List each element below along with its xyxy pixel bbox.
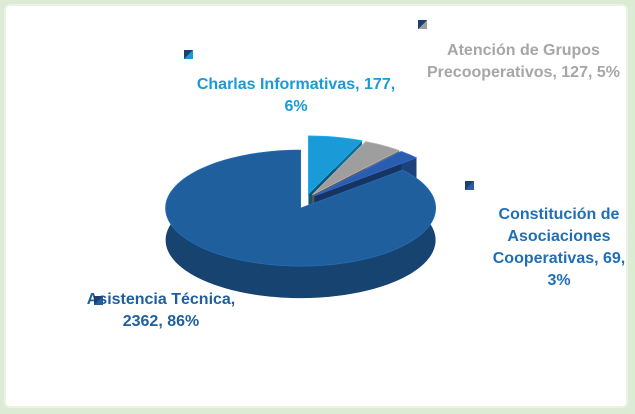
chart-area: Charlas Informativas, 177, 6% Atención de…	[6, 6, 626, 406]
data-label: Asistencia Técnica, 2362, 86%	[86, 291, 236, 330]
chart	[165, 135, 436, 299]
slice	[308, 135, 363, 195]
data-label: Atención de Grupos Precooperativos, 127,…	[427, 42, 620, 81]
legend-key	[94, 296, 103, 305]
data-label: Constitución de Asociaciones Cooperativa…	[492, 206, 626, 289]
slice	[165, 149, 436, 267]
legend-key	[184, 50, 193, 59]
slice	[312, 141, 401, 196]
slice	[314, 151, 418, 197]
legend-key	[418, 20, 427, 29]
legend-key	[465, 181, 474, 190]
data-label: Charlas Informativas, 177, 6%	[196, 76, 396, 115]
